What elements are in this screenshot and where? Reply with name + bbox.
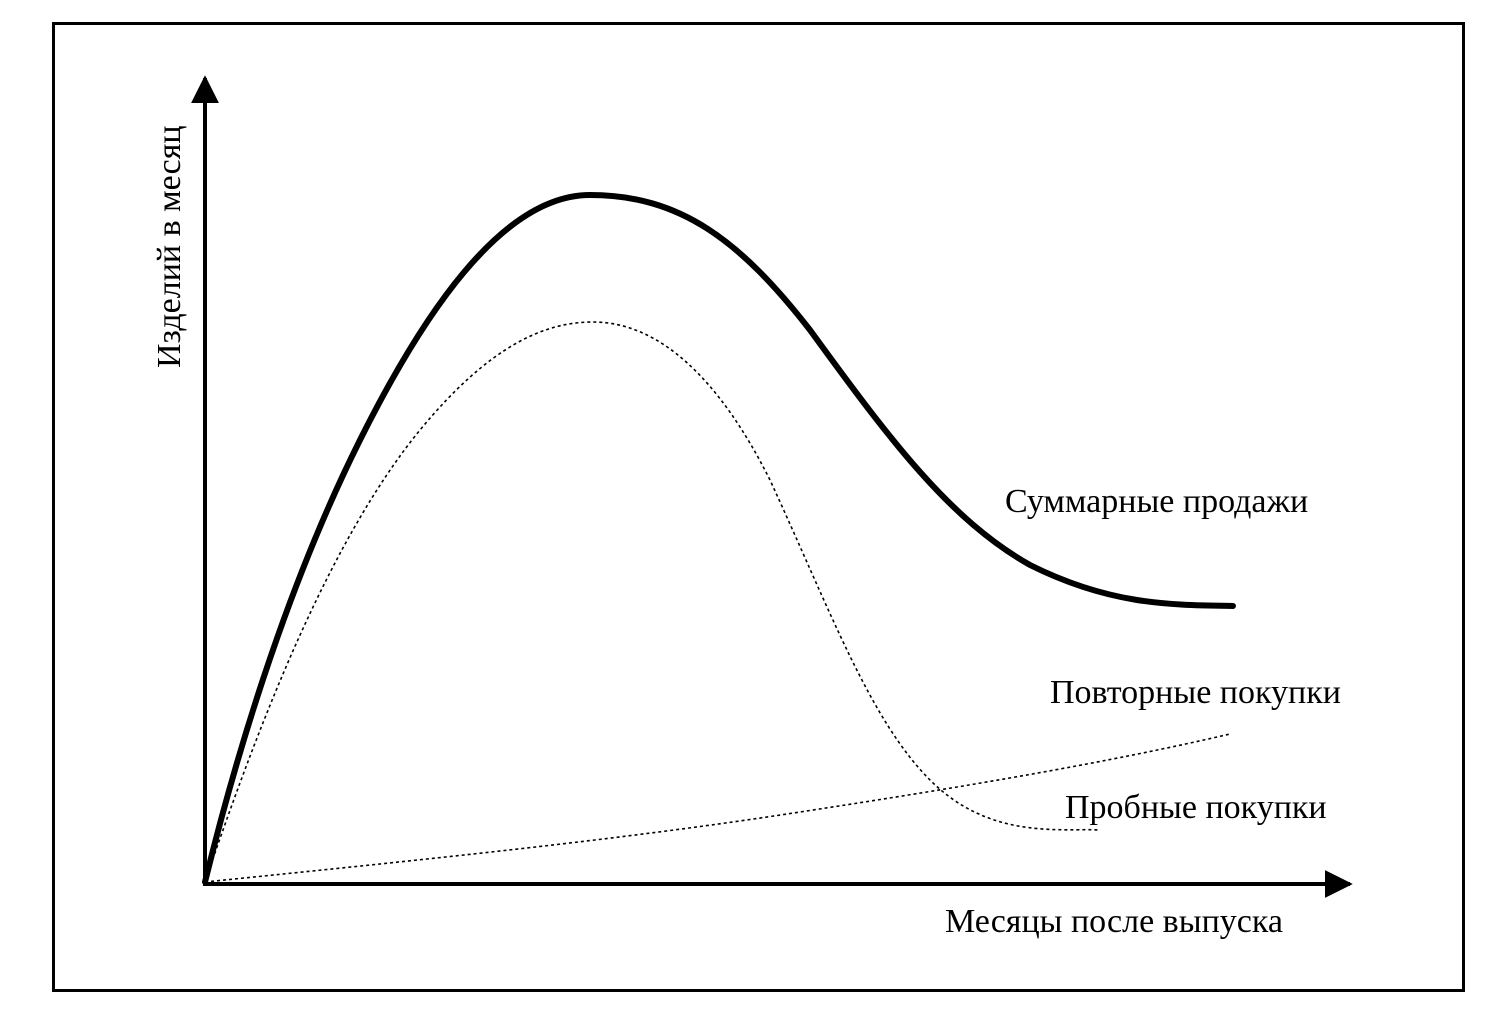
y-axis-label: Изделий в месяц <box>151 125 188 368</box>
trial-purchases-curve <box>204 321 1101 883</box>
trial-purchases-label: Пробные покупки <box>1065 789 1327 826</box>
total-sales-label: Суммарные продажи <box>1005 483 1308 520</box>
repeat-purchases-label: Повторные покупки <box>1050 674 1341 711</box>
repeat-purchases-curve <box>204 733 1231 883</box>
x-axis-label: Месяцы после выпуска <box>945 903 1283 940</box>
total-sales-curve <box>202 191 1236 885</box>
diagram-frame <box>52 22 1465 992</box>
